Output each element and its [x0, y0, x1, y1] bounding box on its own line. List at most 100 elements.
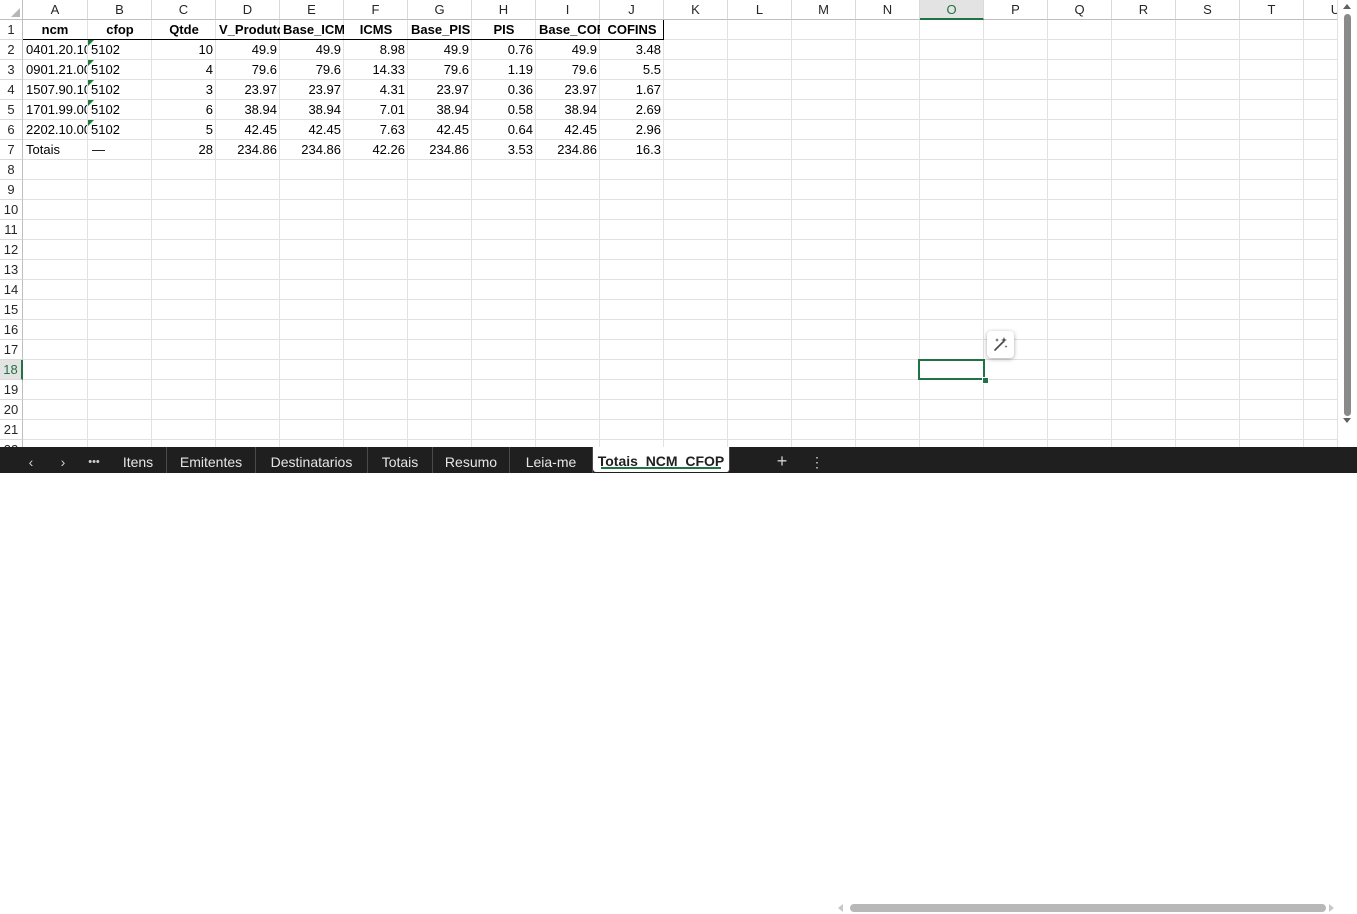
row-header-7[interactable]: 7 — [0, 140, 23, 160]
cell-a2[interactable]: 0401.20.10 — [26, 42, 87, 57]
row-header-1[interactable]: 1 — [0, 20, 23, 40]
column-header-o[interactable]: O — [920, 0, 984, 20]
row-header-3[interactable]: 3 — [0, 60, 23, 80]
column-header-k[interactable]: K — [664, 0, 728, 20]
cell-c6[interactable]: 5 — [205, 122, 213, 137]
row-header-16[interactable]: 16 — [0, 320, 23, 340]
row-header-10[interactable]: 10 — [0, 200, 23, 220]
cell-c4[interactable]: 3 — [205, 82, 213, 97]
cell-g4[interactable]: 23.97 — [436, 82, 469, 97]
cell-c2[interactable]: 10 — [198, 42, 213, 57]
select-all-corner[interactable] — [0, 0, 23, 20]
scroll-up-icon[interactable] — [1343, 4, 1351, 9]
column-header-j[interactable]: J — [600, 0, 664, 20]
cell-a1[interactable]: ncm — [41, 22, 69, 37]
cell-e1[interactable]: Base_ICMS — [283, 22, 344, 37]
cell-a4[interactable]: 1507.90.10 — [26, 82, 87, 97]
cell-a6[interactable]: 2202.10.00 — [26, 122, 87, 137]
cell-g5[interactable]: 38.94 — [436, 102, 469, 117]
column-header-b[interactable]: B — [88, 0, 152, 20]
cell-h1[interactable]: PIS — [493, 22, 515, 37]
cell-b2[interactable]: 5102 — [91, 42, 120, 57]
sheet-tab-resumo[interactable]: Resumo — [433, 447, 510, 473]
cell-a3[interactable]: 0901.21.00 — [26, 62, 87, 77]
cell-f5[interactable]: 7.01 — [379, 102, 405, 117]
sheet-tab-itens[interactable]: Itens — [110, 447, 167, 473]
cell-h4[interactable]: 0.36 — [507, 82, 533, 97]
column-header-t[interactable]: T — [1240, 0, 1304, 20]
cell-j6[interactable]: 2.96 — [635, 122, 661, 137]
vertical-scroll-thumb[interactable] — [1344, 14, 1351, 416]
column-header-i[interactable]: I — [536, 0, 600, 20]
cell-f7[interactable]: 42.26 — [372, 142, 405, 157]
cell-d7[interactable]: 234.86 — [237, 142, 277, 157]
cell-f3[interactable]: 14.33 — [372, 62, 405, 77]
cell-i1[interactable]: Base_COFINS — [539, 22, 600, 37]
column-header-m[interactable]: M — [792, 0, 856, 20]
sparkle-wand-icon[interactable] — [987, 331, 1014, 358]
cell-e7[interactable]: 234.86 — [301, 142, 341, 157]
cell-j5[interactable]: 2.69 — [635, 102, 661, 117]
cell-i6[interactable]: 42.45 — [564, 122, 597, 137]
row-header-13[interactable]: 13 — [0, 260, 23, 280]
sheet-tab-destinatarios[interactable]: Destinatarios — [256, 447, 368, 473]
row-header-22[interactable]: 22 — [0, 440, 23, 447]
cell-b6[interactable]: 5102 — [91, 122, 120, 137]
row-header-21[interactable]: 21 — [0, 420, 23, 440]
cell-i3[interactable]: 79.6 — [571, 62, 597, 77]
sheet-tab-totais-ncm-cfop[interactable]: Totais_NCM_CFOP — [593, 447, 730, 472]
row-header-17[interactable]: 17 — [0, 340, 23, 360]
row-header-2[interactable]: 2 — [0, 40, 23, 60]
cell-f1[interactable]: ICMS — [359, 22, 393, 37]
cell-j7[interactable]: 16.3 — [635, 142, 661, 157]
cell-h6[interactable]: 0.64 — [507, 122, 533, 137]
active-cell-selection[interactable] — [918, 359, 985, 380]
cell-c5[interactable]: 6 — [205, 102, 213, 117]
row-header-19[interactable]: 19 — [0, 380, 23, 400]
cell-j2[interactable]: 3.48 — [635, 42, 661, 57]
column-header-a[interactable]: A — [23, 0, 88, 20]
row-header-14[interactable]: 14 — [0, 280, 23, 300]
sheet-tab-totais[interactable]: Totais — [368, 447, 433, 473]
cell-c1[interactable]: Qtde — [169, 22, 199, 37]
vertical-scrollbar[interactable] — [1337, 0, 1357, 447]
column-header-c[interactable]: C — [152, 0, 216, 20]
cell-j3[interactable]: 5.5 — [642, 62, 661, 77]
row-header-8[interactable]: 8 — [0, 160, 23, 180]
cell-d2[interactable]: 49.9 — [251, 42, 277, 57]
cell-b1[interactable]: cfop — [106, 22, 134, 37]
cell-h7[interactable]: 3.53 — [507, 142, 533, 157]
cell-e2[interactable]: 49.9 — [315, 42, 341, 57]
row-header-11[interactable]: 11 — [0, 220, 23, 240]
column-header-g[interactable]: G — [408, 0, 472, 20]
cell-g1[interactable]: Base_PIS — [411, 22, 471, 37]
cell-b3[interactable]: 5102 — [91, 62, 120, 77]
row-header-9[interactable]: 9 — [0, 180, 23, 200]
row-header-15[interactable]: 15 — [0, 300, 23, 320]
next-sheet-icon[interactable]: › — [60, 454, 66, 470]
column-header-p[interactable]: P — [984, 0, 1048, 20]
cell-g6[interactable]: 42.45 — [436, 122, 469, 137]
cell-g3[interactable]: 79.6 — [443, 62, 469, 77]
cell-i5[interactable]: 38.94 — [564, 102, 597, 117]
column-header-d[interactable]: D — [216, 0, 280, 20]
horizontal-scrollbar[interactable] — [836, 902, 1336, 914]
sheet-tab-emitentes[interactable]: Emitentes — [167, 447, 256, 473]
horizontal-scroll-thumb[interactable] — [850, 904, 1326, 912]
cell-b5[interactable]: 5102 — [91, 102, 120, 117]
column-header-r[interactable]: R — [1112, 0, 1176, 20]
row-header-18[interactable]: 18 — [0, 360, 23, 380]
cell-e6[interactable]: 42.45 — [308, 122, 341, 137]
scroll-down-icon[interactable] — [1343, 418, 1351, 423]
scroll-left-icon[interactable] — [838, 904, 843, 912]
column-header-s[interactable]: S — [1176, 0, 1240, 20]
column-header-n[interactable]: N — [856, 0, 920, 20]
cell-f4[interactable]: 4.31 — [379, 82, 405, 97]
add-sheet-icon[interactable]: + — [776, 451, 788, 471]
cell-d3[interactable]: 79.6 — [251, 62, 277, 77]
cell-g2[interactable]: 49.9 — [443, 42, 469, 57]
cell-a7[interactable]: Totais — [26, 142, 60, 157]
prev-sheet-icon[interactable]: ‹ — [28, 454, 34, 470]
row-header-5[interactable]: 5 — [0, 100, 23, 120]
cell-d6[interactable]: 42.45 — [244, 122, 277, 137]
